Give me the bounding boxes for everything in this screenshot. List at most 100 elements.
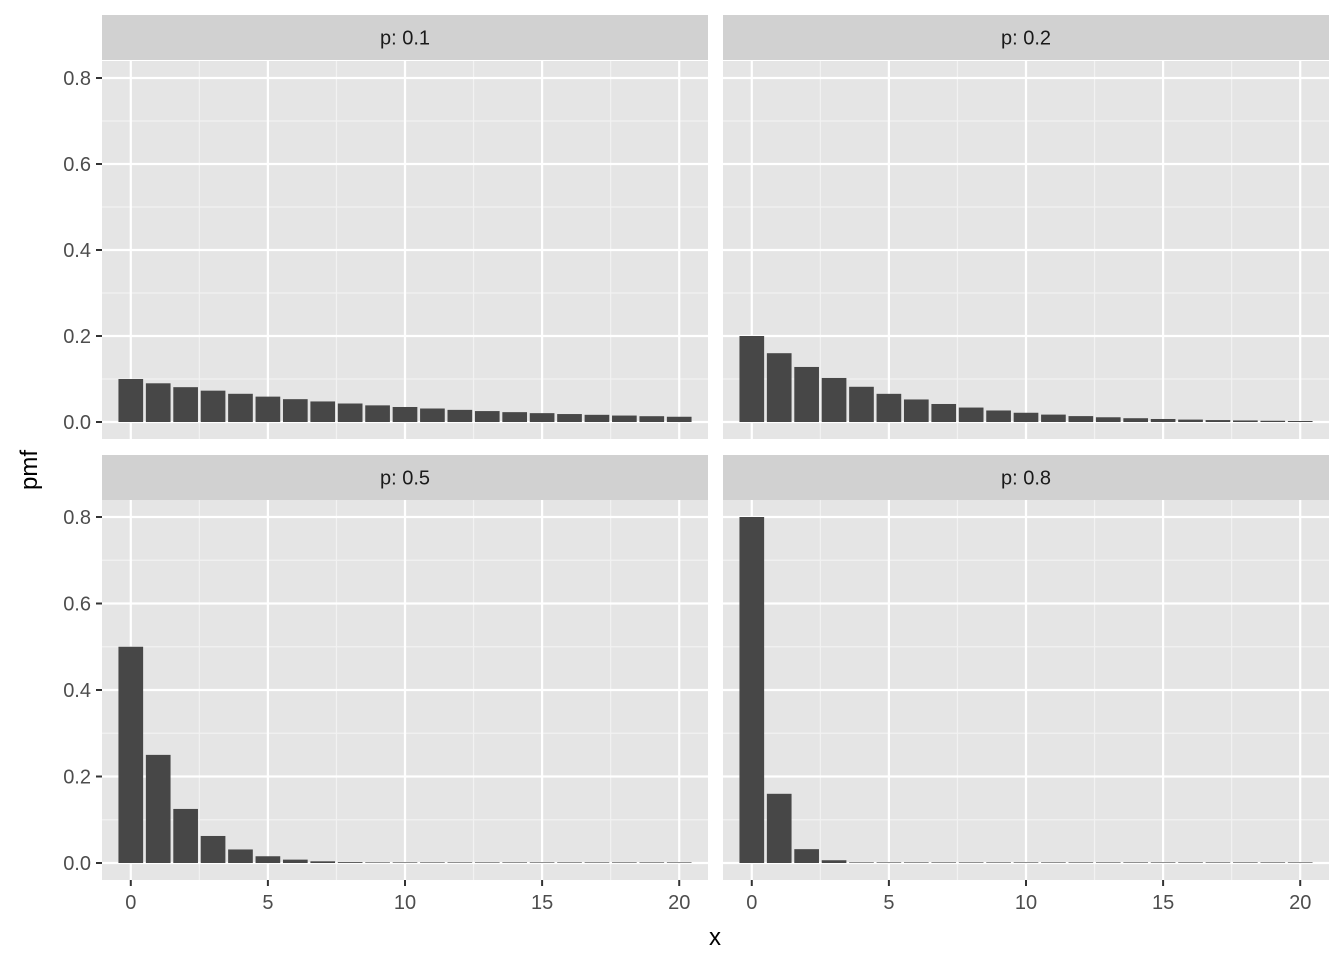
y-tick-label: 0.8 [63,68,91,90]
bar [1150,862,1176,863]
bar [849,862,874,863]
bar [118,379,144,422]
bar [310,861,336,863]
bar [766,353,792,422]
bar [420,408,445,422]
x-tick-label: 0 [125,892,136,914]
bar [557,414,582,422]
bar [1013,862,1039,863]
bar [255,396,281,422]
bar [958,407,984,422]
facet-strip [723,455,1329,500]
bar [1260,420,1286,422]
y-tick-label: 0.4 [63,680,91,702]
bar [903,399,929,422]
facet-strip [723,15,1329,60]
bar [502,412,528,422]
bar [200,835,226,863]
bar [1123,862,1149,863]
bar [958,862,984,863]
bar [1260,862,1286,863]
bar [173,387,198,422]
bar [145,754,171,863]
bar [1013,412,1039,422]
bar [766,793,792,863]
bar [903,862,929,863]
bar [931,403,957,422]
bar [986,410,1011,422]
y-axis-title: pmf [16,450,43,490]
facet-strip-label: p: 0.8 [1001,468,1051,490]
bar [282,859,308,863]
bar [1178,862,1203,863]
y-tick-label: 0.6 [63,154,91,176]
bar [666,862,692,863]
bar [1068,862,1094,863]
bar [584,862,610,863]
bar [529,862,555,863]
bar [557,862,582,863]
bar [1205,420,1231,422]
bar [639,416,665,422]
x-tick-label: 5 [262,892,273,914]
bar [1150,418,1176,422]
bar [282,399,308,422]
y-tick-label: 0.8 [63,507,91,529]
bar [474,411,500,422]
x-axis-title: x [709,924,721,951]
y-tick-label: 0.4 [63,240,91,262]
x-tick-label: 20 [668,892,690,914]
y-tick-label: 0.0 [63,412,91,434]
bar [420,862,445,863]
bar [1178,419,1203,422]
y-tick-label: 0.0 [63,853,91,875]
bar [1233,420,1258,422]
bar [255,856,281,863]
bar [502,862,528,863]
bar [365,405,390,422]
bar [474,862,500,863]
x-tick-label: 10 [394,892,416,914]
bar [821,860,847,863]
bar [612,862,637,863]
y-tick-label: 0.2 [63,326,91,348]
bar [666,416,692,422]
bar [1205,862,1231,863]
bar [529,413,555,422]
bar [821,377,847,422]
bar [310,401,336,422]
x-tick-label: 10 [1015,892,1037,914]
bar [849,386,874,422]
bar [876,393,902,422]
bar [365,862,390,863]
bar [145,383,171,422]
bar [1287,421,1313,422]
bar [1123,418,1149,422]
x-tick-label: 15 [1152,892,1174,914]
bar [173,808,198,863]
bar [337,862,363,863]
bar [228,849,253,863]
bar [1041,414,1066,422]
bar [739,336,765,422]
x-tick-label: 5 [883,892,894,914]
bar [1287,862,1313,863]
bar [118,646,144,863]
bar [392,862,418,863]
bar [931,862,957,863]
bar [1041,862,1066,863]
bar [876,862,902,863]
bar [200,390,226,422]
bar [392,406,418,422]
facet-strip-label: p: 0.1 [380,28,430,50]
facet-strip-label: p: 0.2 [1001,28,1051,50]
bar [1095,862,1121,863]
bar [739,517,765,863]
bar [447,862,473,863]
facet-strip [102,15,708,60]
bar [794,366,819,422]
bar [584,414,610,422]
bar [1233,862,1258,863]
